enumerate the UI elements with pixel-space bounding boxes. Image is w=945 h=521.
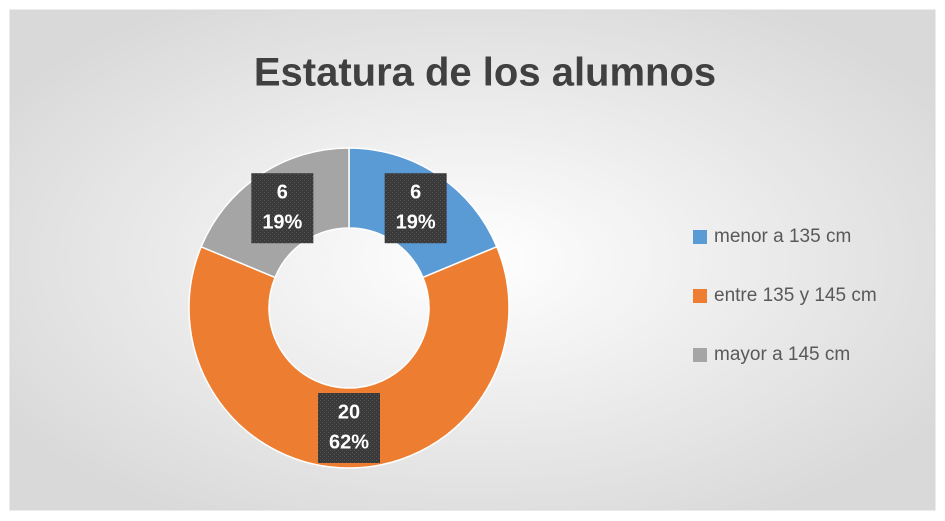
legend-label: entre 135 y 145 cm <box>714 285 877 306</box>
data-label-value: 6 <box>410 182 421 204</box>
legend-swatch <box>693 289 707 303</box>
data-label-value: 20 <box>338 401 360 423</box>
donut-segment <box>188 245 510 469</box>
data-label-percent: 19% <box>396 212 436 234</box>
chart-title: Estatura de los alumnos <box>254 51 716 95</box>
legend-swatch <box>693 348 707 362</box>
data-label-percent: 62% <box>329 431 369 453</box>
legend-swatch <box>693 230 707 244</box>
legend-label: mayor a 145 cm <box>714 344 850 365</box>
data-label-value: 6 <box>277 182 288 204</box>
legend-label: menor a 135 cm <box>714 226 851 247</box>
data-label-box <box>318 393 380 463</box>
data-label-box <box>384 173 447 244</box>
data-label-percent: 19% <box>262 212 302 234</box>
data-label-box <box>251 173 314 244</box>
